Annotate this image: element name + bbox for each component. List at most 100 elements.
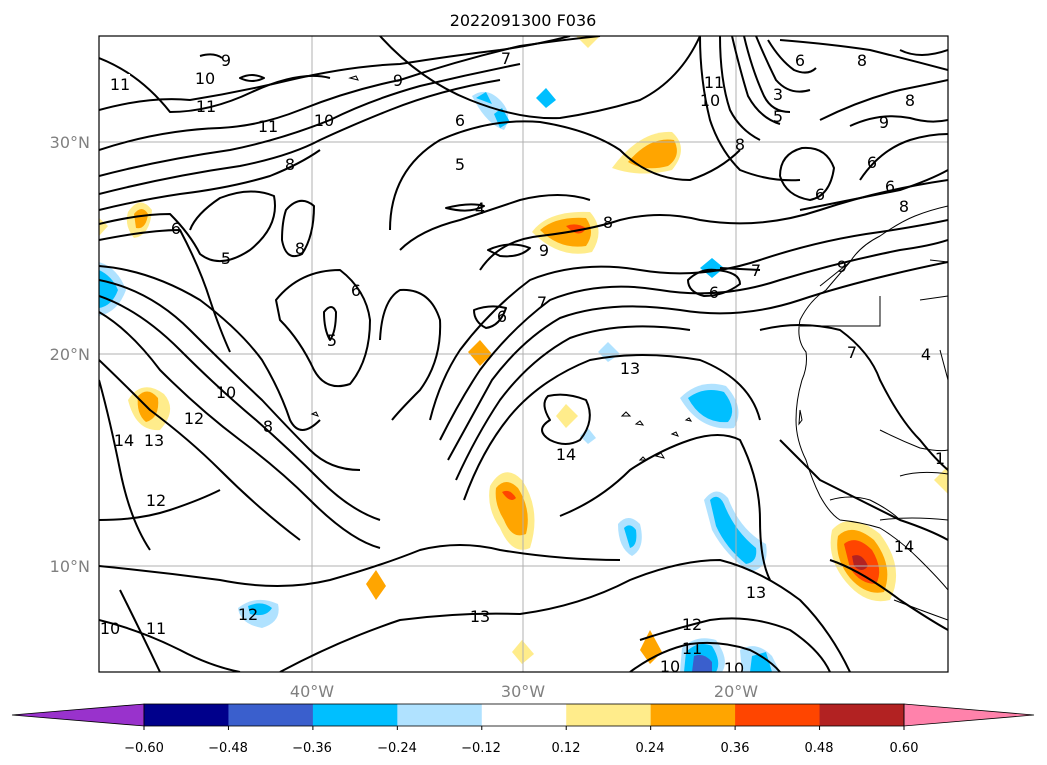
colorbar-tick-label: 0.12 [552,741,581,756]
contour-label: 14 [556,445,576,464]
contour-label: 6 [351,281,361,300]
lat-label-10n: 10°N [50,557,90,576]
colorbar-tick-label: −0.12 [461,741,501,756]
colorbar-segment [481,704,567,726]
positive-anomaly-patch [134,209,148,229]
contour-label: 12 [146,491,166,510]
contour-label: 7 [501,49,511,68]
contour-label: 5 [327,331,337,350]
contour-label: 8 [603,213,613,232]
colorbar-tick-label: −0.60 [124,741,164,756]
contour-label: 9 [393,71,403,90]
contour-label: 8 [899,197,909,216]
positive-anomaly-patch [468,340,492,366]
contour-label: 6 [815,185,825,204]
lat-label-30n: 30°N [50,133,90,152]
positive-anomaly-patch [566,224,586,234]
contour-lines [99,36,948,672]
contour-label: 10 [216,383,236,402]
negative-anomaly-patch [688,390,733,423]
contour-label: 9 [837,257,847,276]
colorbar-tick-label: 0.48 [805,741,834,756]
negative-anomaly-patch [536,88,556,108]
map-title: 2022091300 F036 [450,11,597,30]
contour-label: 8 [285,155,295,174]
contour-label: 1 [935,449,945,468]
colorbar-segment [819,704,905,726]
lon-label-40w: 40°W [290,682,334,701]
contour-label: 7 [537,293,547,312]
positive-anomaly-patch [495,482,528,536]
contour-label: 13 [620,359,640,378]
lat-label-20n: 20°N [50,345,90,364]
colorbar: −0.60 −0.48 −0.36 −0.24 −0.12 0.12 0.24 … [11,703,1035,756]
contour-label: 11 [704,73,724,92]
contour-label: 14 [894,537,914,556]
lon-label-30w: 30°W [501,682,545,701]
contour-label: 9 [879,113,889,132]
contour-label: 6 [455,111,465,130]
contour-label: 12 [682,615,702,634]
map-area: 11 10 9 11 11 10 8 6 5 8 6 5 10 12 8 14 … [99,36,948,678]
positive-anomaly-patch [556,404,578,428]
contour-label: 4 [921,345,931,364]
contour-label: 5 [773,107,783,126]
contour-label: 12 [238,605,258,624]
contour-label: 7 [751,261,761,280]
contour-label: 10 [700,91,720,110]
contour-label: 11 [110,75,130,94]
negative-anomaly-patch [580,428,596,444]
colorbar-ticks: −0.60 −0.48 −0.36 −0.24 −0.12 0.12 0.24 … [124,741,918,756]
colorbar-extend-low [11,703,145,727]
contour-label: 10 [195,69,215,88]
colorbar-segment [144,704,229,726]
contour-labels: 11 10 9 11 11 10 8 6 5 8 6 5 10 12 8 14 … [100,49,945,678]
contour-label: 8 [263,417,273,436]
negative-anomaly-patch [750,652,772,672]
colorbar-segment [397,704,483,726]
longitude-labels: 40°W 30°W 20°W [290,682,758,701]
contour-label: 10 [100,619,120,638]
coastlines [310,75,948,621]
contour-label: 6 [497,307,507,326]
contour-label: 10 [724,659,744,678]
negative-anomaly-patch [248,603,272,616]
colorbar-segment [650,704,736,726]
colorbar-segment [735,704,821,726]
contour-label: 8 [735,135,745,154]
positive-anomaly-patch [934,466,948,494]
contour-label: 10 [660,657,680,676]
colorbar-tick-label: 0.60 [890,741,919,756]
contour-label: 6 [709,283,719,302]
contour-label: 5 [455,155,465,174]
negative-anomaly-patch [624,525,637,548]
lon-label-20w: 20°W [714,682,758,701]
contour-label: 9 [539,241,549,260]
gridlines [99,36,948,672]
contour-label: 8 [857,51,867,70]
contour-label: 5 [221,249,231,268]
colorbar-extend-high [903,703,1035,727]
colorbar-tick-label: −0.24 [377,741,417,756]
positive-anomaly-patch [366,570,386,600]
colorbar-segment [566,704,652,726]
contour-label: 11 [146,619,166,638]
colorbar-tick-label: 0.24 [636,741,665,756]
positive-anomaly-patch [576,36,600,48]
positive-anomaly-patch [628,139,677,169]
contour-label: 11 [258,117,278,136]
contour-label: 4 [475,199,485,218]
colorbar-segments [11,703,1035,730]
latitude-labels: 30°N 20°N 10°N [50,133,90,576]
contour-label: 3 [773,85,783,104]
positive-anomaly-patch [502,490,516,500]
contour-label: 11 [196,97,216,116]
colorbar-segment [312,704,398,726]
contour-label: 6 [885,177,895,196]
contour-label: 8 [295,239,305,258]
contour-label: 14 [114,431,134,450]
contour-label: 13 [746,583,766,602]
contour-label: 11 [682,639,702,658]
contour-label: 13 [470,607,490,626]
